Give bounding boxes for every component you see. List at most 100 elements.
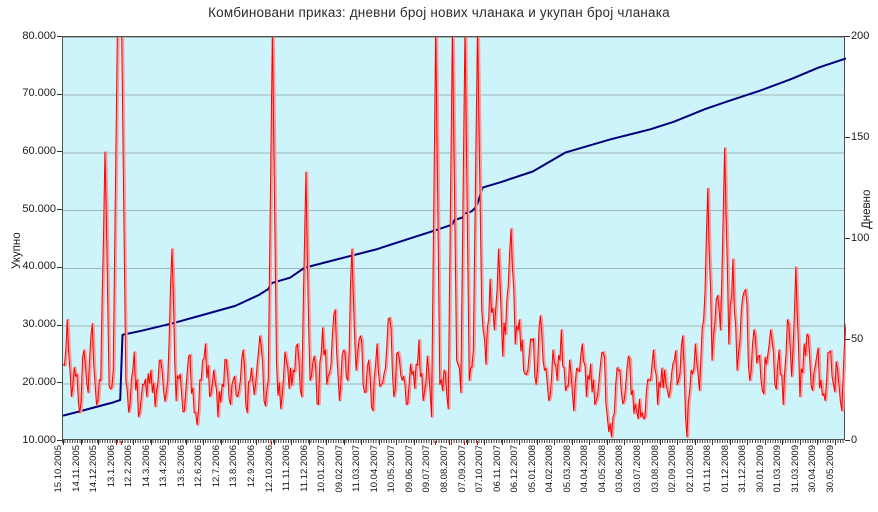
x-major-tick-mark (519, 440, 521, 445)
x-major-tick-mark (659, 440, 661, 445)
x-tick-label: 03.06.2008 (614, 445, 626, 493)
y-left-tick-mark (57, 266, 62, 268)
y-left-tick-label: 10.000 (22, 433, 56, 446)
x-major-tick-mark (536, 440, 538, 445)
x-major-tick-mark (554, 440, 556, 445)
series-svg (63, 37, 846, 439)
x-tick-label: 10.05.2007 (386, 445, 398, 493)
x-tick-label: 05.01.2008 (526, 445, 538, 493)
x-tick-label: 05.03.2008 (561, 445, 573, 493)
x-major-tick-mark (449, 440, 450, 445)
x-tick-label: 07.10.2007 (474, 445, 486, 493)
y-right-tick-mark (845, 440, 850, 441)
x-major-tick-mark (571, 440, 573, 445)
x-tick-label: 30.01.2009 (754, 445, 766, 493)
x-tick-label: 04.05.2008 (596, 445, 608, 493)
chart-title: Комбиновани приказ: дневни број нових чл… (208, 5, 670, 20)
x-major-tick-mark (343, 440, 345, 445)
x-major-tick-mark (63, 440, 64, 445)
y-left-tick-mark (57, 36, 62, 37)
x-tick-label: 14.3.2006 (140, 445, 152, 488)
y-left-tick-mark (57, 324, 62, 326)
x-major-tick-mark (642, 440, 643, 445)
x-spike-tick-mark (451, 441, 453, 445)
x-tick-label: 31.03.2009 (789, 445, 801, 493)
x-tick-label: 03.07.2008 (632, 445, 643, 493)
x-tick-label: 09.02.2007 (333, 445, 345, 493)
x-major-tick-mark (606, 440, 608, 445)
x-spike-tick-mark (476, 441, 478, 445)
x-tick-label: 08.08.2007 (439, 445, 450, 493)
x-major-tick-mark (817, 440, 819, 445)
x-tick-label: 06.11.2007 (491, 445, 503, 492)
x-major-tick-mark (589, 440, 591, 445)
y-left-tick-mark (57, 209, 62, 211)
x-tick-label: 12.7.2006 (210, 445, 222, 488)
y-right-tick-label: 100 (851, 231, 870, 244)
x-major-tick-mark (168, 440, 170, 445)
series-clip-region (63, 37, 846, 441)
x-major-tick-mark (501, 440, 503, 445)
x-tick-label: 12.6.2006 (193, 445, 205, 488)
x-major-tick-mark (80, 440, 82, 445)
y-left-tick-label: 50.000 (22, 202, 56, 215)
x-major-tick-mark (729, 440, 731, 445)
x-tick-label: 03.08.2008 (649, 445, 661, 493)
x-tick-label: 01.12.2008 (719, 445, 731, 493)
x-tick-label: 12.2.2006 (123, 445, 135, 488)
y-left-tick-label: 70.000 (22, 87, 56, 100)
y-right-tick-label: 200 (851, 29, 870, 42)
x-tick-label: 14.11.2005 (70, 445, 82, 492)
x-major-tick-mark (185, 440, 187, 445)
y-left-tick-mark (57, 93, 62, 95)
y-right-tick-label: 0 (851, 433, 858, 446)
x-major-tick-mark (624, 440, 626, 445)
x-axis-minor-ticks (62, 440, 845, 443)
y-right-tick-mark (845, 36, 850, 37)
x-major-tick-mark (150, 440, 152, 445)
y-left-tick-label: 30.000 (22, 318, 56, 331)
x-tick-label: 14.12.2005 (88, 445, 100, 493)
x-major-tick-mark (431, 440, 433, 445)
x-major-tick-mark (484, 440, 486, 445)
x-tick-label: 13.4.2006 (158, 445, 170, 488)
x-major-tick-mark (677, 440, 679, 445)
x-major-tick-mark (133, 440, 135, 445)
x-tick-label: 10.04.2007 (368, 445, 380, 493)
x-tick-label: 07.09.2007 (456, 445, 468, 493)
x-tick-label: 31.12.2008 (737, 445, 749, 493)
x-major-tick-mark (291, 440, 293, 445)
y-left-tick-mark (57, 440, 62, 441)
x-major-tick-mark (115, 440, 117, 445)
x-spike-tick-mark (434, 441, 436, 445)
x-tick-label: 04.04.2008 (579, 445, 591, 493)
y-left-tick-label: 80.000 (22, 29, 56, 42)
x-major-tick-mark (782, 440, 784, 445)
x-spike-tick-mark (271, 441, 273, 445)
x-major-tick-mark (466, 440, 468, 445)
x-major-tick-mark (835, 440, 836, 445)
y-right-tick-mark (845, 339, 850, 340)
x-major-tick-mark (694, 440, 696, 445)
x-major-tick-mark (747, 440, 749, 445)
x-tick-label: 30.04.2009 (807, 445, 819, 493)
x-tick-label: 02.10.2008 (684, 445, 696, 493)
x-spike-tick-mark (463, 441, 465, 445)
x-tick-label: 12.10.2006 (263, 445, 275, 493)
x-major-tick-mark (712, 440, 714, 445)
x-major-tick-mark (326, 440, 328, 445)
x-spike-tick-mark (116, 441, 118, 445)
x-major-tick-mark (98, 440, 100, 445)
total-series-line (63, 57, 846, 417)
y-right-tick-mark (845, 137, 850, 138)
x-major-tick-mark (220, 440, 222, 445)
x-major-tick-mark (273, 440, 275, 445)
x-tick-label: 13.1.2006 (105, 445, 117, 488)
x-tick-label: 12.9.2006 (246, 445, 257, 488)
x-tick-label: 11.03.2007 (351, 445, 363, 492)
daily-series-line (63, 37, 846, 438)
x-tick-label: 15.10.2005 (53, 445, 64, 493)
y-right-tick-label: 150 (851, 130, 870, 143)
y-left-tick-label: 60.000 (22, 144, 56, 157)
x-major-tick-mark (396, 440, 398, 445)
